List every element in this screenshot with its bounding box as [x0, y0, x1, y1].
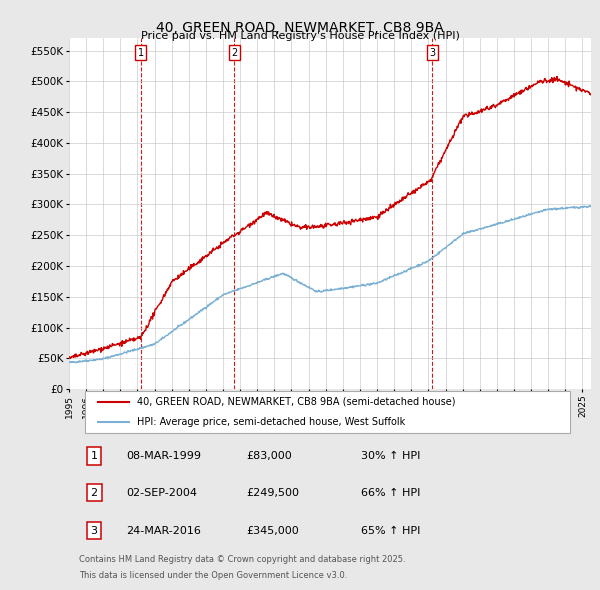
Text: HPI: Average price, semi-detached house, West Suffolk: HPI: Average price, semi-detached house,… [137, 417, 405, 427]
Text: Price paid vs. HM Land Registry's House Price Index (HPI): Price paid vs. HM Land Registry's House … [140, 31, 460, 41]
Text: £345,000: £345,000 [247, 526, 299, 536]
Text: 40, GREEN ROAD, NEWMARKET, CB8 9BA: 40, GREEN ROAD, NEWMARKET, CB8 9BA [156, 21, 444, 35]
Text: 66% ↑ HPI: 66% ↑ HPI [361, 487, 421, 497]
Text: £83,000: £83,000 [247, 451, 292, 461]
Text: Contains HM Land Registry data © Crown copyright and database right 2025.: Contains HM Land Registry data © Crown c… [79, 555, 406, 564]
Text: 2: 2 [91, 487, 98, 497]
Text: 1: 1 [91, 451, 98, 461]
Text: 40, GREEN ROAD, NEWMARKET, CB8 9BA (semi-detached house): 40, GREEN ROAD, NEWMARKET, CB8 9BA (semi… [137, 397, 455, 407]
Text: 2: 2 [232, 48, 238, 57]
Text: 1: 1 [137, 48, 143, 57]
Text: £249,500: £249,500 [247, 487, 299, 497]
Text: 30% ↑ HPI: 30% ↑ HPI [361, 451, 421, 461]
FancyBboxPatch shape [85, 391, 570, 433]
Text: 24-MAR-2016: 24-MAR-2016 [127, 526, 201, 536]
Text: 3: 3 [91, 526, 98, 536]
Text: This data is licensed under the Open Government Licence v3.0.: This data is licensed under the Open Gov… [79, 571, 348, 580]
Text: 02-SEP-2004: 02-SEP-2004 [127, 487, 197, 497]
Text: 3: 3 [429, 48, 436, 57]
Text: 65% ↑ HPI: 65% ↑ HPI [361, 526, 421, 536]
Text: 08-MAR-1999: 08-MAR-1999 [127, 451, 202, 461]
